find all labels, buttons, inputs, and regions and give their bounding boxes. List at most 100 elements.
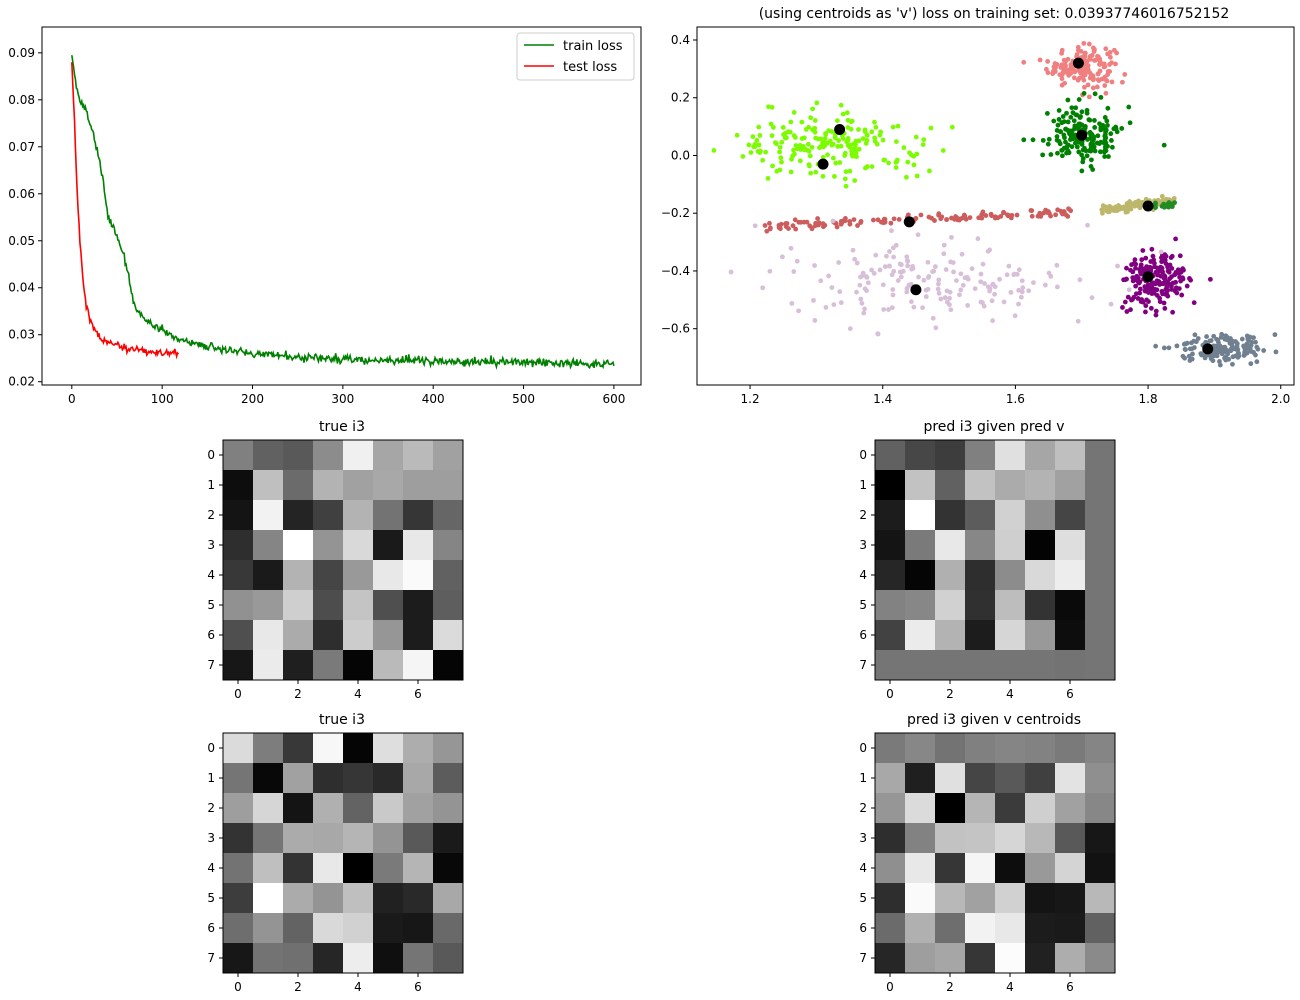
heatmap-cell	[343, 913, 373, 943]
scatter-point	[1161, 275, 1167, 281]
scatter-point	[869, 267, 875, 273]
heatmap-cell	[1085, 853, 1115, 883]
scatter-point	[904, 254, 910, 260]
scatter-point	[1089, 52, 1095, 58]
heatmap-cell	[403, 943, 433, 973]
scatter-point	[1046, 136, 1052, 142]
heatmap-cell	[223, 560, 253, 590]
scatter-point	[810, 106, 816, 112]
heatmap-cell	[373, 590, 403, 620]
heatmap-cell	[283, 883, 313, 913]
scatter-point	[938, 296, 944, 302]
scatter-point	[1158, 264, 1163, 270]
heatmap-cell	[905, 560, 935, 590]
scatter-point	[1068, 137, 1073, 142]
heatmap-cell	[403, 733, 433, 763]
scatter-point	[886, 307, 891, 312]
scatter-point	[830, 155, 836, 161]
heatmap-cell	[1055, 620, 1085, 650]
heatmap-cell	[223, 793, 253, 823]
heatmap-cell	[935, 500, 965, 530]
y-tick-label: 0.06	[8, 187, 35, 201]
scatter-point	[792, 135, 798, 140]
scatter-point	[820, 224, 826, 230]
scatter-point	[913, 134, 919, 140]
scatter-point	[1116, 203, 1121, 208]
scatter-point	[915, 232, 921, 238]
scatter-point	[1153, 343, 1159, 349]
heatmap-cell	[283, 650, 313, 680]
scatter-point	[1018, 294, 1024, 300]
scatter-point	[835, 118, 840, 124]
heatmap-cell	[905, 823, 935, 853]
scatter-point	[889, 305, 895, 311]
scatter-point	[863, 274, 869, 279]
heatmap-cell	[223, 883, 253, 913]
heatmap-cell	[343, 650, 373, 680]
heatmap-cell	[313, 650, 343, 680]
scatter-point	[1171, 196, 1177, 201]
heatmap-title: pred i3 given pred v	[923, 419, 1064, 435]
scatter-point	[806, 162, 812, 168]
scatter-point	[1001, 299, 1007, 305]
heatmap-cell	[403, 620, 433, 650]
scatter-point	[1160, 291, 1165, 297]
scatter-point	[1111, 208, 1117, 214]
scatter-point	[1149, 291, 1155, 296]
scatter-point	[1089, 295, 1095, 301]
scatter-point	[1087, 56, 1093, 62]
scatter-point	[1097, 141, 1102, 146]
scatter-point	[1233, 339, 1238, 344]
scatter-point	[858, 218, 864, 224]
heatmap-cell	[373, 530, 403, 560]
scatter-point	[1098, 149, 1103, 155]
scatter-point	[877, 267, 883, 273]
scatter-point	[990, 318, 996, 324]
centroid-point	[1202, 343, 1214, 355]
scatter-point	[1159, 193, 1165, 199]
loss-chart-frame	[41, 26, 642, 386]
heatmap-cell	[253, 500, 283, 530]
scatter-point	[1108, 131, 1114, 137]
scatter-point	[763, 149, 769, 155]
scatter-point	[882, 157, 887, 163]
scatter-point	[965, 303, 971, 308]
scatter-point	[1089, 157, 1094, 163]
heatmap-cell	[1025, 913, 1055, 943]
x-tick-label: 2	[946, 980, 954, 994]
y-tick-label: 2	[207, 508, 215, 522]
scatter-point	[1040, 137, 1046, 143]
heatmap-cell	[373, 500, 403, 530]
scatter-point	[911, 153, 917, 159]
scatter-point	[837, 289, 843, 295]
heatmap-cell	[1025, 560, 1055, 590]
scatter-point	[777, 144, 783, 150]
heatmap-cell	[875, 500, 905, 530]
scatter-point	[1161, 300, 1167, 306]
x-tick-label: 6	[1066, 980, 1074, 994]
scatter-point	[1241, 352, 1247, 358]
scatter-point	[1042, 282, 1048, 288]
scatter-point	[838, 221, 844, 227]
scatter-point	[889, 228, 894, 234]
heatmap-cell	[403, 440, 433, 470]
heatmap-frame	[222, 439, 464, 681]
scatter-point	[1130, 278, 1136, 284]
heatmap-frame	[222, 732, 464, 974]
heatmap-cell	[253, 620, 283, 650]
scatter-point	[884, 253, 889, 259]
heatmap-cell	[1025, 470, 1055, 500]
heatmap-cell	[995, 733, 1025, 763]
scatter-point	[801, 146, 806, 151]
scatter-point	[1152, 260, 1157, 266]
heatmap-cell	[965, 650, 995, 680]
heatmap-cell	[1025, 500, 1055, 530]
heatmap-cell	[313, 440, 343, 470]
scatter-point	[1150, 253, 1156, 259]
heatmap-cell	[905, 590, 935, 620]
heatmap-cell	[253, 913, 283, 943]
scatter-point	[983, 213, 989, 218]
scatter-point	[1004, 212, 1010, 218]
scatter-point	[1048, 152, 1054, 157]
scatter-point	[861, 310, 867, 316]
